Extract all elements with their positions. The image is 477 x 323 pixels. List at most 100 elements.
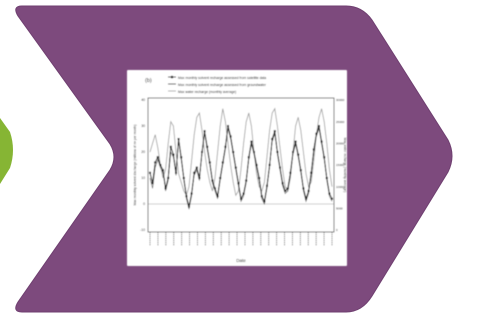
data-point <box>268 164 271 166</box>
tick-label: 10 <box>141 176 145 180</box>
data-point <box>276 151 279 153</box>
data-point <box>331 197 333 200</box>
data-point <box>219 177 222 179</box>
tick-label: 20 <box>141 150 145 154</box>
tick-label: 20000 <box>336 142 345 146</box>
plot-area <box>148 107 334 210</box>
data-point <box>214 187 216 190</box>
data-point <box>312 148 315 151</box>
x-axis-label: Date <box>236 258 246 263</box>
tick-label: 30 <box>141 124 145 128</box>
data-point <box>271 138 274 140</box>
tick-label: 40 <box>141 98 145 102</box>
data-point <box>224 145 227 148</box>
tick-label: 15000 <box>336 163 345 167</box>
tick-label: 25000 <box>336 120 345 124</box>
data-point <box>188 205 190 208</box>
data-point <box>250 140 253 143</box>
data-point <box>167 177 170 179</box>
figure-background <box>127 70 347 266</box>
data-point <box>151 182 154 185</box>
data-point <box>292 151 294 153</box>
data-point <box>310 171 313 174</box>
series-line-water-recharge <box>149 107 333 197</box>
figure-panel-label: (b) <box>145 78 152 84</box>
data-point <box>266 184 268 187</box>
data-point <box>302 187 305 190</box>
data-point <box>281 182 284 185</box>
data-point <box>229 135 232 138</box>
data-point <box>198 177 201 179</box>
data-point <box>208 161 211 164</box>
legend-entry: Max monthly solvent recharge assessed fr… <box>178 76 266 80</box>
figure-legend: Max monthly solvent recharge assessed fr… <box>168 75 267 94</box>
embedded-figure: (b) Max monthly solvent recharge assesse… <box>127 70 347 266</box>
data-point <box>299 169 302 172</box>
data-point <box>323 156 326 159</box>
y-axis-label-right: Max water recharge (monthly average) <box>343 138 347 193</box>
data-point <box>284 190 287 192</box>
data-point <box>245 179 248 182</box>
data-point <box>237 182 240 185</box>
right-axis-ticks: 0 5000 10000 15000 20000 25000 30000 <box>336 98 345 232</box>
data-point <box>294 140 297 143</box>
tick-label: -10 <box>140 228 145 232</box>
data-point <box>164 187 167 190</box>
plot-frame <box>147 97 335 233</box>
data-point <box>255 164 258 166</box>
left-axis-ticks: -10 0 10 20 30 40 <box>140 98 145 232</box>
data-point <box>169 145 172 148</box>
data-point <box>216 195 219 198</box>
data-point <box>286 187 289 190</box>
data-point <box>273 130 276 133</box>
data-point <box>190 192 193 195</box>
data-point <box>162 169 164 172</box>
y-axis-label-left: Max monthly solvent discharge (millions … <box>133 125 137 206</box>
legend-entry: Max monthly solvent recharge assessed fr… <box>178 83 267 87</box>
data-point <box>193 171 196 174</box>
data-point <box>318 125 320 127</box>
data-point <box>260 195 263 198</box>
tick-label: 0 <box>143 202 145 206</box>
data-point <box>297 153 300 156</box>
data-point <box>185 195 188 198</box>
legend-entry: Max water recharge (monthly average) <box>178 90 236 94</box>
data-point <box>177 138 180 140</box>
data-point <box>315 132 318 135</box>
data-point <box>325 177 328 179</box>
tick-label: 30000 <box>336 98 345 102</box>
data-point <box>328 192 331 195</box>
tick-label: 0 <box>336 228 338 232</box>
data-point <box>195 166 198 169</box>
data-point <box>154 161 157 164</box>
data-point <box>175 171 177 174</box>
data-point <box>159 164 162 166</box>
data-point <box>203 130 206 133</box>
data-point <box>240 197 242 200</box>
data-point <box>253 151 255 153</box>
data-point <box>182 177 185 179</box>
data-point <box>156 156 159 159</box>
data-point <box>242 192 245 195</box>
data-point <box>320 140 323 143</box>
data-point <box>258 177 261 179</box>
data-point <box>206 145 209 148</box>
data-point <box>234 166 237 169</box>
data-point <box>279 166 281 169</box>
data-point <box>263 200 266 203</box>
data-point <box>227 125 229 127</box>
data-point <box>247 156 250 159</box>
data-point <box>149 171 151 174</box>
data-point <box>211 179 214 182</box>
data-point <box>221 161 224 164</box>
x-axis-ticks <box>149 232 333 246</box>
data-point <box>307 190 310 192</box>
data-point <box>201 151 203 153</box>
previous-step-chevron <box>0 118 13 184</box>
data-point <box>180 156 183 159</box>
data-point <box>232 151 235 153</box>
data-point <box>305 197 307 200</box>
data-point <box>172 153 175 156</box>
data-point <box>289 171 292 174</box>
